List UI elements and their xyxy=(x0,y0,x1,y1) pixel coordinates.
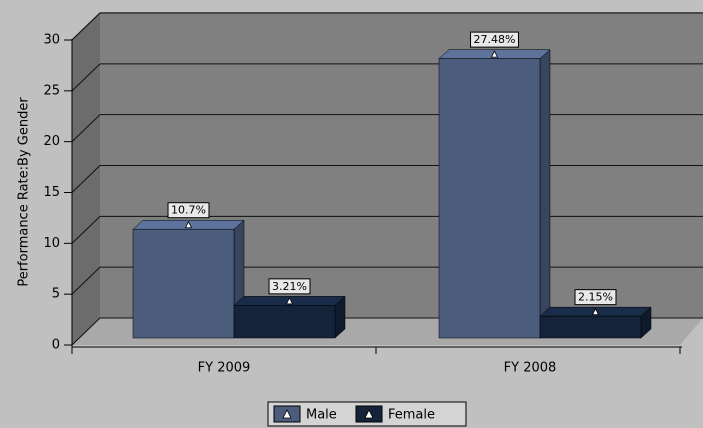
y-tick-label: 30 xyxy=(43,33,60,48)
legend-label: Male xyxy=(306,408,337,423)
data-label: 10.7% xyxy=(171,204,206,217)
point-marker xyxy=(285,296,294,305)
bar xyxy=(233,295,346,339)
y-tick-label: 20 xyxy=(43,134,60,149)
legend-marker xyxy=(282,409,292,419)
data-label-box xyxy=(268,278,311,295)
bar-side xyxy=(539,49,551,339)
grid-line xyxy=(71,266,101,295)
point-marker xyxy=(591,307,600,316)
bar-front xyxy=(233,305,336,339)
y-tick-label: 10 xyxy=(43,236,60,251)
x-tick-label: FY 2008 xyxy=(504,361,557,376)
point-marker xyxy=(184,220,193,229)
bar-front xyxy=(539,315,642,339)
data-label: 27.48% xyxy=(474,33,516,46)
grid-line xyxy=(71,165,101,193)
bar-front xyxy=(132,228,235,339)
grid-line xyxy=(71,63,101,92)
point-marker xyxy=(490,50,499,58)
grid-line xyxy=(71,114,101,143)
legend-marker xyxy=(364,409,374,419)
data-label-box xyxy=(574,289,617,306)
data-label: 2.15% xyxy=(578,291,613,304)
grid-line xyxy=(71,215,101,244)
bar-front xyxy=(438,58,541,339)
y-tick-label: 0 xyxy=(52,338,60,353)
data-label-box xyxy=(470,31,519,48)
grid-line xyxy=(71,12,101,41)
y-tick-label: 15 xyxy=(43,185,60,200)
y-tick-label: 25 xyxy=(43,83,60,98)
grid-line xyxy=(71,317,101,346)
data-label: 3.21% xyxy=(272,280,307,293)
x-tick-label: FY 2009 xyxy=(198,361,251,376)
data-label-box xyxy=(167,202,210,219)
y-tick-label: 5 xyxy=(52,287,60,302)
y-axis-label: Performance Rate:By Gender xyxy=(17,97,32,287)
legend-label: Female xyxy=(388,408,435,423)
bar xyxy=(132,219,245,339)
bar xyxy=(438,49,551,339)
